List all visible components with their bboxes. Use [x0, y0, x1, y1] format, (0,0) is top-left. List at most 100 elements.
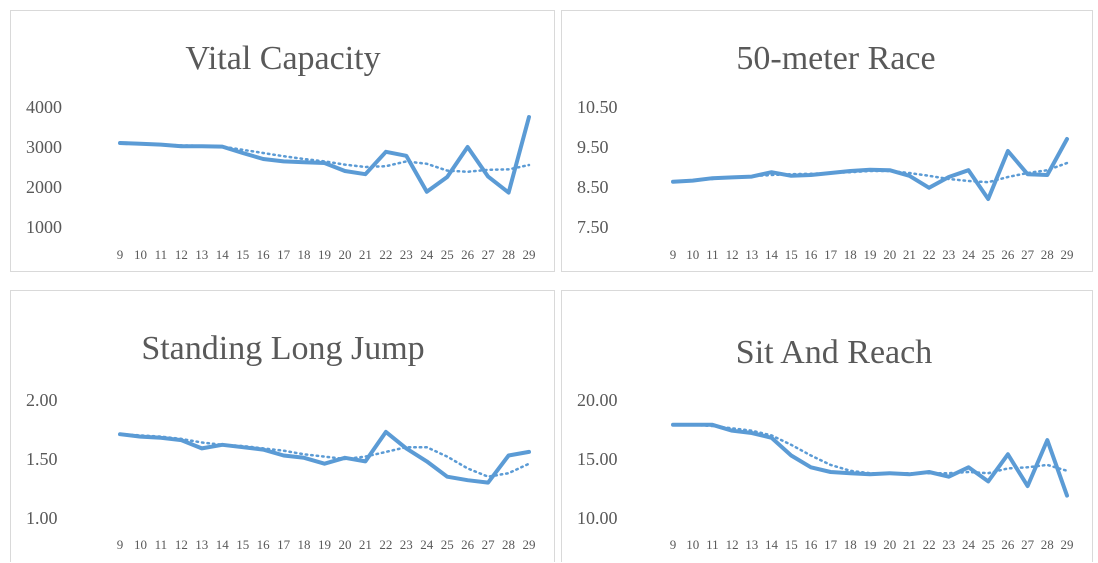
chart-panel-standing-long-jump: Standing Long Jump 1.00 1.50 2.00 9 10 11 12 13…: [10, 290, 555, 562]
data-series-line: [118, 429, 531, 485]
x-tick-label: 17: [824, 537, 838, 552]
x-tick-label: 15: [236, 247, 249, 262]
x-tick-label: 18: [298, 537, 311, 552]
x-tick-label: 26: [461, 247, 475, 262]
x-tick-label: 20: [883, 537, 896, 552]
x-tick-label: 16: [804, 537, 818, 552]
x-tick-label: 15: [236, 537, 249, 552]
trendline-series: [118, 432, 531, 478]
x-tick-label: 14: [216, 537, 230, 552]
trendline-series: [671, 161, 1069, 184]
x-tick-label: 11: [706, 537, 719, 552]
y-tick-label: 1000: [26, 217, 62, 237]
x-tick-label: 28: [502, 537, 515, 552]
x-tick-label: 16: [257, 247, 271, 262]
x-tick-label: 19: [864, 537, 877, 552]
y-tick-label: 1.00: [26, 508, 58, 528]
x-tick-label: 19: [864, 247, 877, 262]
x-tick-label: 10: [686, 537, 699, 552]
x-tick-label: 25: [441, 537, 454, 552]
y-tick-label: 10.50: [577, 97, 618, 117]
trendline-series: [671, 423, 1069, 475]
x-tick-label: 27: [482, 537, 496, 552]
x-tick-label: 14: [765, 537, 779, 552]
y-tick-label: 7.50: [577, 217, 609, 237]
chart-panel-vital-capacity: Vital Capacity 1000 2000 3000 4000 9 10 11 12 13…: [10, 10, 555, 272]
y-tick-label: 20.00: [577, 390, 618, 410]
x-tick-label: 14: [216, 247, 230, 262]
x-tick-label: 22: [379, 247, 392, 262]
x-tick-label: 26: [1001, 247, 1015, 262]
x-tick-label: 12: [726, 537, 739, 552]
x-tick-label: 9: [670, 247, 677, 262]
x-tick-label: 11: [155, 537, 168, 552]
x-tick-label: 16: [804, 247, 818, 262]
x-tick-label: 23: [400, 537, 413, 552]
x-tick-label: 28: [1041, 537, 1054, 552]
chart-title: 50-meter Race: [736, 40, 935, 77]
x-tick-label: 13: [745, 247, 758, 262]
data-series-line: [671, 137, 1069, 201]
x-tick-label: 11: [706, 247, 719, 262]
x-tick-label: 19: [318, 247, 331, 262]
x-tick-label: 26: [461, 537, 475, 552]
x-tick-label: 10: [686, 247, 699, 262]
trendline-series: [118, 142, 531, 174]
y-tick-label: 8.50: [577, 177, 609, 197]
x-tick-label: 13: [745, 537, 758, 552]
x-tick-label: 29: [523, 537, 536, 552]
x-tick-label: 20: [338, 537, 351, 552]
chart-panel-50-meter-race: 50-meter Race 7.50 8.50 9.50 10.50 9 10 11 12 13…: [561, 10, 1093, 272]
x-tick-label: 9: [117, 537, 124, 552]
x-tick-label: 12: [175, 247, 188, 262]
x-tick-label: 18: [844, 537, 857, 552]
x-tick-label: 22: [379, 537, 392, 552]
x-tick-label: 11: [155, 247, 168, 262]
x-tick-label: 22: [923, 247, 936, 262]
x-tick-label: 21: [359, 247, 372, 262]
x-tick-label: 21: [903, 247, 916, 262]
x-tick-label: 27: [1021, 247, 1035, 262]
x-tick-label: 24: [962, 537, 976, 552]
x-tick-label: 20: [883, 247, 896, 262]
x-tick-label: 26: [1001, 537, 1015, 552]
x-tick-label: 12: [175, 537, 188, 552]
x-tick-label: 28: [502, 247, 515, 262]
x-tick-label: 19: [318, 537, 331, 552]
x-tick-label: 28: [1041, 247, 1054, 262]
y-tick-label: 2.00: [26, 390, 58, 410]
x-tick-label: 23: [400, 247, 413, 262]
chart-panel-sit-and-reach: Sit And Reach 10.00 15.00 20.00 9 10 11 12 13 14…: [561, 290, 1093, 562]
x-tick-label: 27: [482, 247, 496, 262]
x-tick-label: 16: [257, 537, 271, 552]
y-tick-label: 3000: [26, 137, 62, 157]
chart-vital-capacity: Vital Capacity 1000 2000 3000 4000 9 10 11 12 13…: [26, 40, 536, 262]
x-tick-label: 23: [942, 537, 955, 552]
x-tick-label: 10: [134, 247, 147, 262]
x-tick-label: 25: [982, 537, 995, 552]
x-tick-label: 21: [359, 537, 372, 552]
x-tick-label: 18: [844, 247, 857, 262]
x-tick-label: 17: [277, 247, 291, 262]
x-tick-label: 15: [785, 537, 798, 552]
x-tick-label: 25: [982, 247, 995, 262]
x-tick-label: 17: [824, 247, 838, 262]
x-tick-label: 17: [277, 537, 291, 552]
x-tick-label: 21: [903, 537, 916, 552]
y-tick-label: 4000: [26, 97, 62, 117]
x-tick-label: 23: [942, 247, 955, 262]
y-tick-label: 10.00: [577, 508, 618, 528]
x-tick-label: 27: [1021, 537, 1035, 552]
chart-sit-and-reach: Sit And Reach 10.00 15.00 20.00 9 10 11 12 13 14…: [577, 334, 1074, 552]
x-tick-label: 29: [1061, 537, 1074, 552]
x-tick-label: 9: [117, 247, 124, 262]
chart-title: Sit And Reach: [736, 334, 932, 371]
x-tick-label: 12: [726, 247, 739, 262]
y-tick-label: 2000: [26, 177, 62, 197]
y-tick-label: 15.00: [577, 449, 618, 469]
data-series-line: [671, 422, 1069, 498]
x-tick-label: 29: [523, 247, 536, 262]
chart-title: Vital Capacity: [185, 40, 380, 77]
x-tick-label: 13: [195, 247, 208, 262]
x-tick-label: 24: [420, 537, 434, 552]
